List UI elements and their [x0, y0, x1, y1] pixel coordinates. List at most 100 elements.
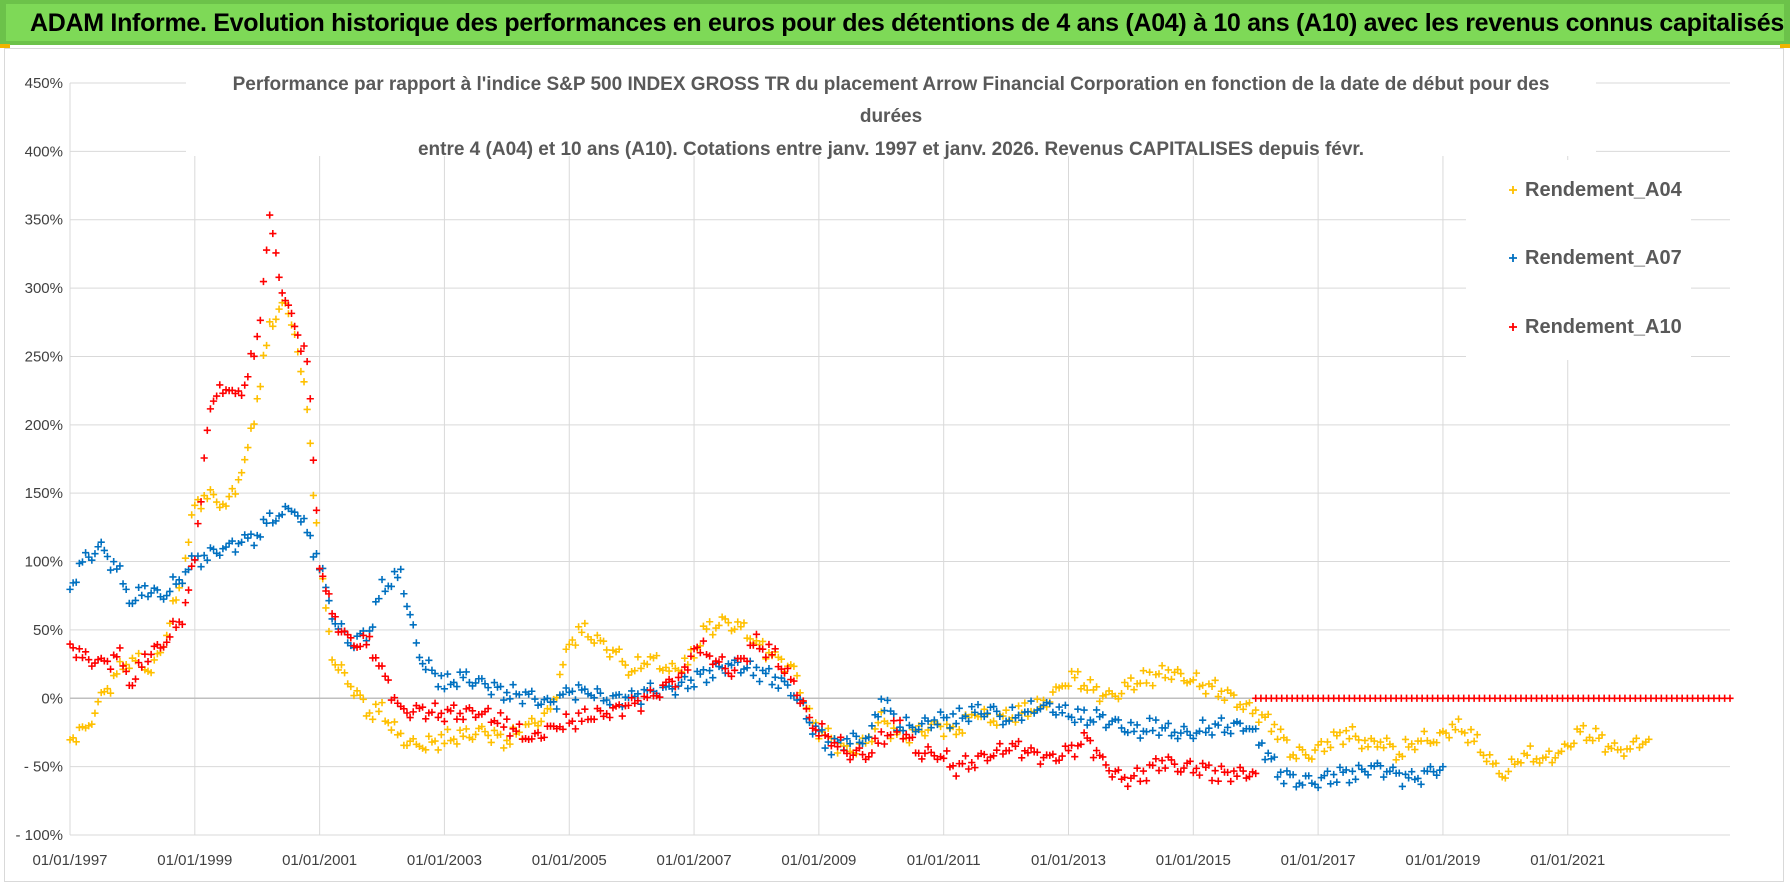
- data-point-a07: [415, 653, 424, 662]
- x-tick-label: 01/01/2021: [1530, 852, 1605, 869]
- data-point-a07: [1036, 705, 1045, 713]
- data-point-a04: [297, 367, 305, 376]
- data-point-a07: [66, 585, 74, 593]
- data-point-a10: [1142, 777, 1151, 785]
- data-point-a04: [369, 715, 377, 723]
- data-point-a10: [281, 297, 289, 305]
- x-tick-label: 01/01/1997: [32, 852, 107, 869]
- data-point-a10: [359, 631, 367, 640]
- data-point-a10: [184, 586, 193, 594]
- data-point-a10: [403, 709, 411, 717]
- data-point-a04: [1483, 757, 1491, 766]
- data-point-a04: [1202, 690, 1210, 698]
- data-point-a10: [178, 620, 186, 628]
- data-point-a10: [390, 694, 399, 702]
- data-point-a07: [562, 684, 570, 692]
- data-point-a07: [559, 690, 567, 698]
- data-point-a07: [843, 735, 851, 743]
- data-point-a10: [362, 641, 371, 649]
- data-point-a04: [440, 739, 449, 748]
- data-point-a04: [1139, 667, 1147, 675]
- data-point-a07: [1355, 761, 1363, 769]
- data-point-a07: [1433, 771, 1441, 779]
- data-point-a10: [1102, 761, 1110, 769]
- data-point-a04: [238, 469, 246, 477]
- data-point-a07: [1183, 727, 1191, 736]
- data-point-a04: [702, 625, 711, 633]
- data-point-a04: [793, 672, 801, 680]
- data-point-a10: [188, 562, 196, 570]
- data-point-a10: [303, 357, 311, 366]
- data-point-a10: [163, 638, 171, 646]
- data-point-a10: [590, 715, 598, 723]
- data-point-a10: [721, 664, 729, 673]
- data-point-a04: [1358, 744, 1366, 753]
- data-point-a10: [540, 733, 548, 741]
- data-point-a04: [497, 730, 505, 738]
- data-point-a04: [790, 662, 798, 670]
- data-point-a07: [434, 683, 442, 691]
- data-point-a04: [990, 717, 998, 725]
- data-point-a04: [1526, 742, 1534, 750]
- data-point-a07: [1336, 763, 1344, 771]
- data-point-a07: [425, 656, 433, 664]
- data-point-a04: [752, 637, 761, 645]
- data-point-a04: [1370, 737, 1378, 745]
- data-point-a07: [262, 519, 271, 527]
- data-point-a07: [1348, 767, 1357, 775]
- data-point-a04: [1486, 751, 1494, 759]
- y-tick-label: 300%: [25, 280, 63, 297]
- data-point-a07: [930, 716, 938, 724]
- data-point-a07: [1327, 780, 1335, 788]
- data-point-a10: [1245, 773, 1254, 781]
- data-point-a07: [503, 688, 511, 697]
- banner-accent-left: [0, 44, 10, 48]
- data-point-a07: [337, 620, 346, 628]
- data-point-a04: [500, 744, 508, 752]
- data-point-a07: [422, 665, 430, 674]
- legend-marker-a10: [1509, 323, 1517, 331]
- data-point-a04: [88, 720, 96, 728]
- data-point-a10: [347, 634, 355, 642]
- data-point-a04: [715, 621, 723, 630]
- data-point-a07: [1252, 725, 1260, 733]
- data-point-a07: [971, 708, 979, 716]
- data-point-a10: [1189, 769, 1197, 777]
- data-point-a07: [431, 669, 439, 678]
- data-point-a07: [238, 538, 246, 546]
- data-point-a07: [818, 726, 826, 734]
- data-point-a07: [400, 590, 408, 598]
- data-point-a07: [874, 713, 882, 721]
- data-point-a07: [412, 639, 420, 647]
- data-point-a10: [384, 676, 392, 684]
- data-point-a04: [1049, 688, 1057, 696]
- data-point-a07: [1024, 708, 1032, 716]
- data-point-a04: [425, 732, 433, 740]
- data-point-a10: [980, 750, 988, 759]
- data-point-a07: [543, 694, 552, 702]
- data-point-a10: [440, 717, 449, 726]
- data-point-a07: [106, 566, 115, 574]
- data-point-a04: [1114, 695, 1123, 703]
- data-point-a10: [506, 732, 514, 740]
- data-point-a10: [169, 617, 177, 625]
- data-point-a04: [833, 749, 842, 757]
- data-point-a04: [1264, 710, 1272, 718]
- data-point-a04: [459, 732, 467, 740]
- y-tick-label: 150%: [25, 485, 63, 502]
- data-point-a07: [1289, 771, 1297, 779]
- data-point-a04: [1617, 746, 1625, 754]
- y-tick-label: 200%: [25, 417, 63, 434]
- data-point-a07: [852, 732, 860, 740]
- x-tick-label: 01/01/2009: [781, 852, 856, 869]
- data-point-a07: [1149, 726, 1157, 735]
- data-point-a10: [1024, 749, 1032, 757]
- data-point-a04: [197, 505, 205, 513]
- data-point-a07: [259, 515, 268, 524]
- data-point-a07: [908, 723, 917, 731]
- data-point-a07: [1174, 734, 1182, 743]
- data-point-a07: [968, 703, 976, 711]
- data-point-a10: [606, 713, 614, 722]
- data-point-a07: [141, 582, 149, 590]
- data-point-a04: [1320, 747, 1328, 755]
